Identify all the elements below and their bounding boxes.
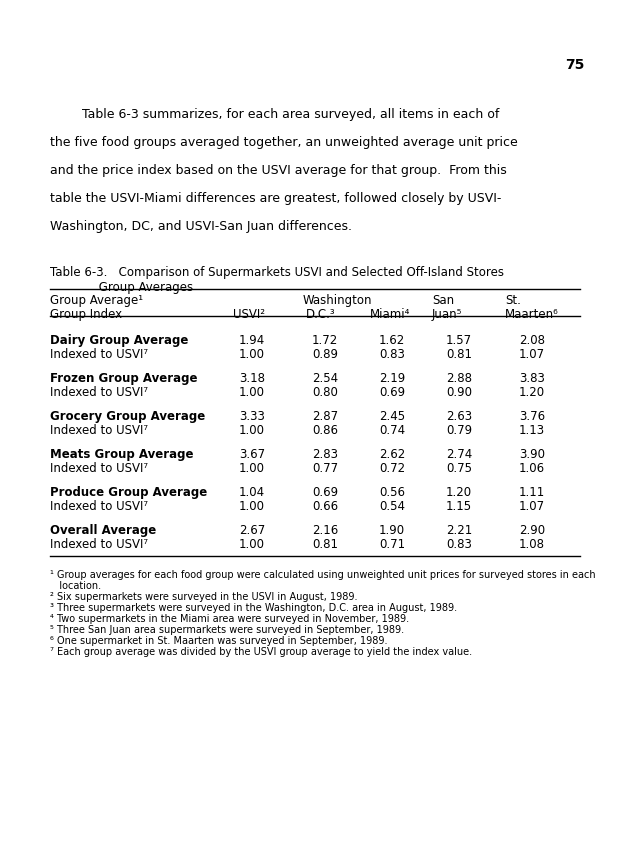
Text: USVI²: USVI²	[233, 308, 265, 321]
Text: Miami⁴: Miami⁴	[370, 308, 410, 321]
Text: 3.67: 3.67	[239, 448, 265, 461]
Text: Overall Average: Overall Average	[50, 524, 156, 537]
Text: 2.83: 2.83	[312, 448, 338, 461]
Text: Indexed to USVI⁷: Indexed to USVI⁷	[50, 424, 148, 437]
Text: 0.54: 0.54	[379, 500, 405, 513]
Text: 1.11: 1.11	[519, 486, 545, 499]
Text: 3.18: 3.18	[239, 372, 265, 385]
Text: Maarten⁶: Maarten⁶	[505, 308, 559, 321]
Text: Juan⁵: Juan⁵	[432, 308, 462, 321]
Text: 1.07: 1.07	[519, 348, 545, 361]
Text: 2.90: 2.90	[519, 524, 545, 537]
Text: 1.00: 1.00	[239, 424, 265, 437]
Text: Produce Group Average: Produce Group Average	[50, 486, 207, 499]
Text: 1.72: 1.72	[312, 334, 338, 347]
Text: 1.04: 1.04	[239, 486, 265, 499]
Text: 0.86: 0.86	[312, 424, 338, 437]
Text: Indexed to USVI⁷: Indexed to USVI⁷	[50, 500, 148, 513]
Text: 0.66: 0.66	[312, 500, 338, 513]
Text: ⁵ Three San Juan area supermarkets were surveyed in September, 1989.: ⁵ Three San Juan area supermarkets were …	[50, 625, 404, 635]
Text: 1.00: 1.00	[239, 386, 265, 399]
Text: 2.67: 2.67	[239, 524, 265, 537]
Text: Indexed to USVI⁷: Indexed to USVI⁷	[50, 348, 148, 361]
Text: 1.20: 1.20	[519, 386, 545, 399]
Text: 3.33: 3.33	[239, 410, 265, 423]
Text: ² Six supermarkets were surveyed in the USVI in August, 1989.: ² Six supermarkets were surveyed in the …	[50, 592, 357, 602]
Text: Group Averages: Group Averages	[50, 281, 193, 294]
Text: the five food groups averaged together, an unweighted average unit price: the five food groups averaged together, …	[50, 136, 518, 149]
Text: 2.63: 2.63	[446, 410, 472, 423]
Text: 2.62: 2.62	[379, 448, 405, 461]
Text: San: San	[432, 294, 454, 307]
Text: Frozen Group Average: Frozen Group Average	[50, 372, 197, 385]
Text: and the price index based on the USVI average for that group.  From this: and the price index based on the USVI av…	[50, 164, 507, 177]
Text: 1.57: 1.57	[446, 334, 472, 347]
Text: ¹ Group averages for each food group were calculated using unweighted unit price: ¹ Group averages for each food group wer…	[50, 570, 595, 580]
Text: table the USVI-Miami differences are greatest, followed closely by USVI-: table the USVI-Miami differences are gre…	[50, 192, 501, 205]
Text: 1.00: 1.00	[239, 348, 265, 361]
Text: 0.69: 0.69	[379, 386, 405, 399]
Text: 1.06: 1.06	[519, 462, 545, 475]
Text: 0.81: 0.81	[446, 348, 472, 361]
Text: 0.81: 0.81	[312, 538, 338, 551]
Text: 1.94: 1.94	[239, 334, 265, 347]
Text: 1.20: 1.20	[446, 486, 472, 499]
Text: 1.07: 1.07	[519, 500, 545, 513]
Text: 1.00: 1.00	[239, 462, 265, 475]
Text: Indexed to USVI⁷: Indexed to USVI⁷	[50, 386, 148, 399]
Text: 0.72: 0.72	[379, 462, 405, 475]
Text: ⁷ Each group average was divided by the USVI group average to yield the index va: ⁷ Each group average was divided by the …	[50, 647, 472, 657]
Text: 2.16: 2.16	[312, 524, 338, 537]
Text: Table 6-3.   Comparison of Supermarkets USVI and Selected Off-Island Stores: Table 6-3. Comparison of Supermarkets US…	[50, 266, 504, 279]
Text: Washington: Washington	[303, 294, 372, 307]
Text: Table 6-3 summarizes, for each area surveyed, all items in each of: Table 6-3 summarizes, for each area surv…	[50, 108, 500, 121]
Text: 0.74: 0.74	[379, 424, 405, 437]
Text: 1.08: 1.08	[519, 538, 545, 551]
Text: 1.13: 1.13	[519, 424, 545, 437]
Text: 0.83: 0.83	[379, 348, 405, 361]
Text: Meats Group Average: Meats Group Average	[50, 448, 193, 461]
Text: 1.62: 1.62	[379, 334, 405, 347]
Text: 0.77: 0.77	[312, 462, 338, 475]
Text: 2.88: 2.88	[446, 372, 472, 385]
Text: 3.90: 3.90	[519, 448, 545, 461]
Text: 3.76: 3.76	[519, 410, 545, 423]
Text: 3.83: 3.83	[519, 372, 545, 385]
Text: 2.08: 2.08	[519, 334, 545, 347]
Text: 0.80: 0.80	[312, 386, 338, 399]
Text: 0.69: 0.69	[312, 486, 338, 499]
Text: ³ Three supermarkets were surveyed in the Washington, D.C. area in August, 1989.: ³ Three supermarkets were surveyed in th…	[50, 603, 457, 613]
Text: 1.00: 1.00	[239, 500, 265, 513]
Text: 2.54: 2.54	[312, 372, 338, 385]
Text: St.: St.	[505, 294, 521, 307]
Text: 0.56: 0.56	[379, 486, 405, 499]
Text: 0.90: 0.90	[446, 386, 472, 399]
Text: 2.19: 2.19	[379, 372, 405, 385]
Text: 2.45: 2.45	[379, 410, 405, 423]
Text: 2.21: 2.21	[446, 524, 472, 537]
Text: Grocery Group Average: Grocery Group Average	[50, 410, 205, 423]
Text: 0.75: 0.75	[446, 462, 472, 475]
Text: 0.71: 0.71	[379, 538, 405, 551]
Text: 1.90: 1.90	[379, 524, 405, 537]
Text: Indexed to USVI⁷: Indexed to USVI⁷	[50, 462, 148, 475]
Text: 75: 75	[565, 58, 585, 72]
Text: Group Index: Group Index	[50, 308, 122, 321]
Text: 1.00: 1.00	[239, 538, 265, 551]
Text: Dairy Group Average: Dairy Group Average	[50, 334, 188, 347]
Text: 0.83: 0.83	[446, 538, 472, 551]
Text: Washington, DC, and USVI-San Juan differences.: Washington, DC, and USVI-San Juan differ…	[50, 220, 352, 233]
Text: Group Average¹: Group Average¹	[50, 294, 143, 307]
Text: 1.15: 1.15	[446, 500, 472, 513]
Text: 2.87: 2.87	[312, 410, 338, 423]
Text: Indexed to USVI⁷: Indexed to USVI⁷	[50, 538, 148, 551]
Text: 2.74: 2.74	[446, 448, 472, 461]
Text: 0.89: 0.89	[312, 348, 338, 361]
Text: ⁶ One supermarket in St. Maarten was surveyed in September, 1989.: ⁶ One supermarket in St. Maarten was sur…	[50, 636, 387, 646]
Text: D.C.³: D.C.³	[306, 308, 336, 321]
Text: 0.79: 0.79	[446, 424, 472, 437]
Text: location.: location.	[50, 581, 101, 591]
Text: ⁴ Two supermarkets in the Miami area were surveyed in November, 1989.: ⁴ Two supermarkets in the Miami area wer…	[50, 614, 409, 624]
